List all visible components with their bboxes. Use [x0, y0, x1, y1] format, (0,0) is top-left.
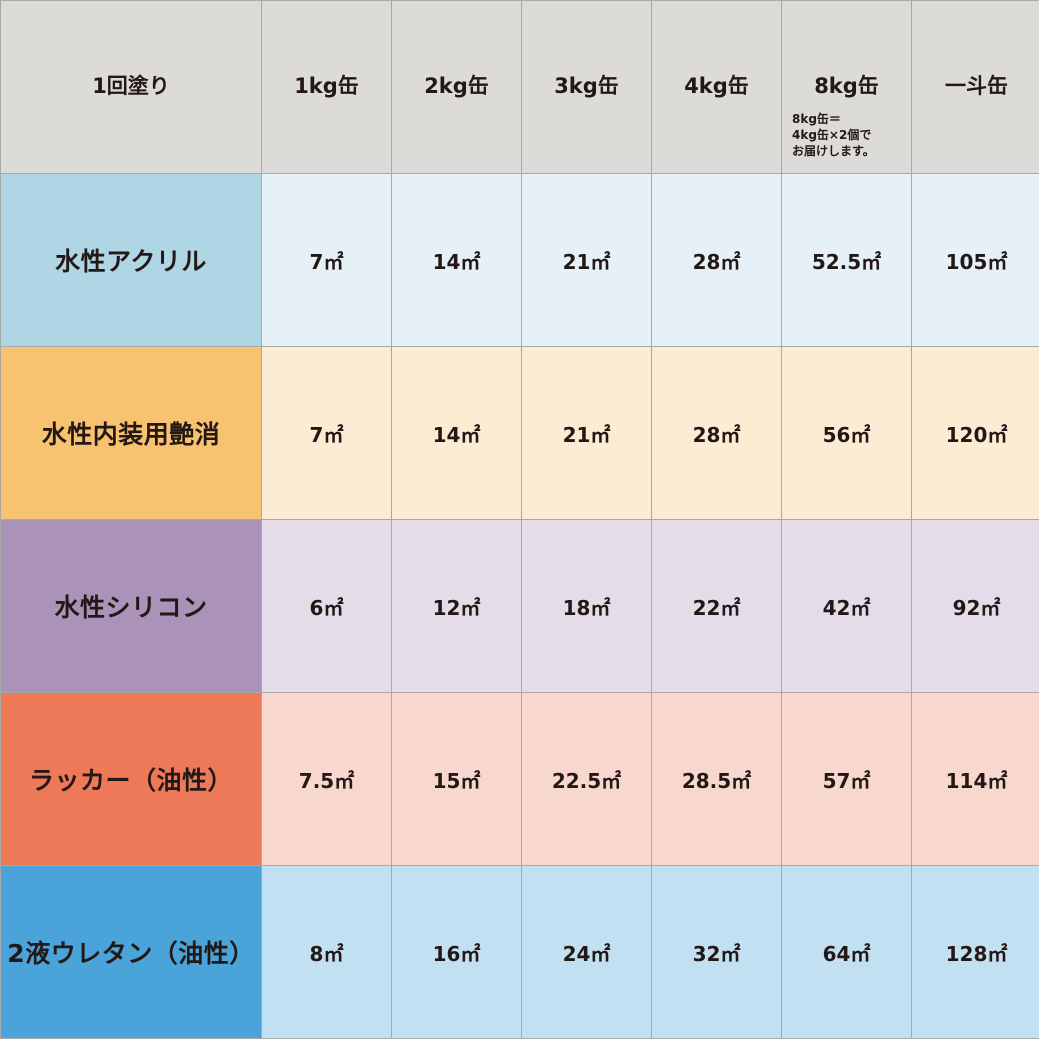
- coverage-cell: 21㎡: [521, 173, 652, 347]
- table-row: 水性アクリル 7㎡ 14㎡ 21㎡ 28㎡ 52.5㎡ 105㎡: [0, 173, 1039, 347]
- coverage-cell: 22㎡: [651, 519, 782, 693]
- row-label: ラッカー（油性）: [0, 692, 262, 866]
- corner-header: 1回塗り: [0, 0, 262, 174]
- column-header: 2kg缶: [391, 0, 522, 174]
- coverage-cell: 42㎡: [781, 519, 912, 693]
- 8kg-note: 8kg缶＝ 4kg缶×2個で お届けします。: [792, 111, 875, 159]
- coverage-cell: 6㎡: [261, 519, 392, 693]
- note-line: お届けします。: [792, 144, 875, 158]
- coverage-cell: 56㎡: [781, 346, 912, 520]
- coverage-cell: 28㎡: [651, 346, 782, 520]
- coverage-cell: 16㎡: [391, 865, 522, 1039]
- row-label: 2液ウレタン（油性）: [0, 865, 262, 1039]
- coverage-cell: 22.5㎡: [521, 692, 652, 866]
- coverage-cell: 8㎡: [261, 865, 392, 1039]
- table-row: 水性シリコン 6㎡ 12㎡ 18㎡ 22㎡ 42㎡ 92㎡: [0, 519, 1039, 693]
- note-line: 8kg缶＝: [792, 112, 841, 126]
- column-header: 4kg缶: [651, 0, 782, 174]
- column-header: 3kg缶: [521, 0, 652, 174]
- coverage-cell: 14㎡: [391, 346, 522, 520]
- coverage-cell: 15㎡: [391, 692, 522, 866]
- row-label: 水性アクリル: [0, 173, 262, 347]
- table-row: 2液ウレタン（油性） 8㎡ 16㎡ 24㎡ 32㎡ 64㎡ 128㎡: [0, 865, 1039, 1039]
- coverage-cell: 92㎡: [911, 519, 1039, 693]
- coverage-cell: 24㎡: [521, 865, 652, 1039]
- column-header: 一斗缶: [911, 0, 1039, 174]
- coverage-cell: 128㎡: [911, 865, 1039, 1039]
- coverage-cell: 21㎡: [521, 346, 652, 520]
- coverage-cell: 120㎡: [911, 346, 1039, 520]
- coverage-cell: 52.5㎡: [781, 173, 912, 347]
- coverage-cell: 105㎡: [911, 173, 1039, 347]
- coverage-cell: 28㎡: [651, 173, 782, 347]
- coverage-cell: 57㎡: [781, 692, 912, 866]
- coverage-cell: 14㎡: [391, 173, 522, 347]
- coverage-cell: 18㎡: [521, 519, 652, 693]
- row-label: 水性内装用艶消: [0, 346, 262, 520]
- coverage-cell: 28.5㎡: [651, 692, 782, 866]
- coverage-cell: 12㎡: [391, 519, 522, 693]
- coverage-cell: 64㎡: [781, 865, 912, 1039]
- coverage-cell: 32㎡: [651, 865, 782, 1039]
- table-row: 水性内装用艶消 7㎡ 14㎡ 21㎡ 28㎡ 56㎡ 120㎡: [0, 346, 1039, 520]
- coverage-cell: 7㎡: [261, 173, 392, 347]
- column-header: 1kg缶: [261, 0, 392, 174]
- header-row: 1回塗り 1kg缶 2kg缶 3kg缶 4kg缶 8kg缶 8kg缶＝ 4kg缶…: [0, 0, 1039, 174]
- coverage-cell: 114㎡: [911, 692, 1039, 866]
- table-row: ラッカー（油性） 7.5㎡ 15㎡ 22.5㎡ 28.5㎡ 57㎡ 114㎡: [0, 692, 1039, 866]
- note-line: 4kg缶×2個で: [792, 128, 872, 142]
- coverage-cell: 7.5㎡: [261, 692, 392, 866]
- coverage-cell: 7㎡: [261, 346, 392, 520]
- row-label: 水性シリコン: [0, 519, 262, 693]
- column-header: 8kg缶 8kg缶＝ 4kg缶×2個で お届けします。: [781, 0, 912, 174]
